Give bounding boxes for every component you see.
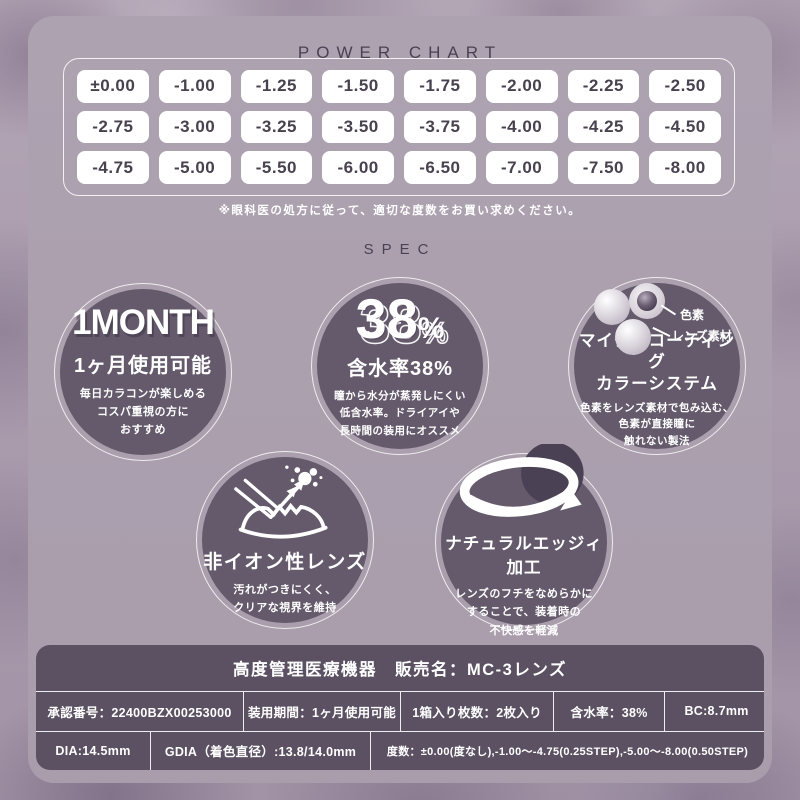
base-curve-cell: BC:8.7mm (664, 692, 764, 731)
power-value-cell: -7.00 (485, 151, 558, 184)
water-percent-headline: 38% 38% (355, 287, 450, 353)
power-value-cell: -1.00 (158, 70, 231, 103)
badge-edge-title: ナチュラルエッジィ加工 (445, 535, 603, 578)
description-line: 長時間の装用にオススメ (339, 424, 461, 437)
badge-1month-subtitle: 1ヶ月使用可能 (73, 354, 213, 377)
power-value-cell: -5.00 (158, 151, 231, 184)
pigment-label: 色素 (680, 308, 705, 322)
description-line: 瞳から水分が蒸発しにくい (334, 390, 466, 403)
lenses-per-box-cell: 1箱入り枚数：2枚入り (400, 692, 553, 731)
lens-material-ball-icon (594, 289, 630, 325)
description-line: することで、装着時の (466, 606, 582, 619)
badge-edge-fill: ナチュラルエッジィ加工 レンズのフチをなめらかに することで、装着時の 不快感を… (441, 442, 607, 637)
badge-water-content: 38% 38% 含水率38% 瞳から水分が蒸発しにくい 低含水率。ドライアイや … (311, 277, 489, 455)
power-value-cell: -4.75 (77, 151, 149, 184)
description-line: 毎日カラコンが楽しめる (79, 387, 207, 400)
description-line: 触れない製法 (623, 434, 690, 447)
badge-nonionic-title: 非イオン性レンズ (203, 551, 367, 573)
description-line: コスパ重視の方に (97, 405, 189, 418)
color-diameter-cell: GDIA（着色直径）:13.8/14.0mm (150, 731, 370, 770)
badge-nonionic: 非イオン性レンズ 汚れがつきにくく、 クリアな視界を維持 (196, 451, 374, 629)
water-percent-outline: 38% (359, 292, 449, 356)
wear-period-cell: 装用期間：1ヶ月使用可能 (243, 692, 400, 731)
power-value-cell: -4.25 (567, 110, 640, 144)
material-label: レンズ素材 (672, 329, 732, 343)
description-line: レンズのフチをなめらかに (455, 588, 593, 601)
badge-edge-description: レンズのフチをなめらかに することで、装着時の 不快感を軽減 (455, 585, 593, 639)
description-line: 色素が直接瞳に (618, 418, 696, 431)
power-value-cell: ±0.00 (77, 70, 149, 103)
badge-nonionic-description: 汚れがつきにくく、 クリアな視界を維持 (233, 581, 337, 617)
badge-coating-description: 色素をレンズ素材で包み込む、 色素が直接瞳に 触れない製法 (580, 400, 734, 449)
power-value-cell: -1.50 (322, 70, 394, 103)
title-line: カラーシステム (596, 374, 718, 393)
description-line: 色素をレンズ素材で包み込む、 (580, 402, 734, 415)
description-line: クリアな視界を維持 (233, 602, 337, 614)
power-value-cell: -7.50 (567, 151, 640, 184)
coating-balls-icon: 色素 レンズ素材 (582, 283, 732, 355)
badge-natural-edge: ナチュラルエッジィ加工 レンズのフチをなめらかに することで、装着時の 不快感を… (435, 442, 613, 637)
approval-number-cell: 承認番号：22400BZX00253000 (47, 705, 232, 720)
badge-water-fill: 38% 38% 含水率38% 瞳から水分が蒸発しにくい 低含水率。ドライアイや … (317, 283, 483, 449)
power-value-cell: -2.75 (77, 110, 149, 144)
spec-title: SPEC (363, 241, 437, 258)
badge-1month-description: 毎日カラコンが楽しめる コスパ重視の方に おすすめ (80, 385, 207, 439)
power-value-cell: -3.50 (322, 110, 394, 144)
lens-material-ball-icon (615, 319, 651, 355)
power-value-cell: -6.50 (404, 151, 476, 184)
lens-edge-icon (450, 442, 598, 530)
power-value-cell: -4.50 (649, 110, 721, 144)
power-value-cell: -4.00 (485, 110, 558, 144)
power-value-cell: -1.75 (404, 70, 476, 103)
power-value-cell: -3.25 (240, 110, 313, 144)
spec-table-header: 高度管理医療機器 販売名：MC-3レンズ (232, 661, 567, 679)
badge-coating-fill: 色素 レンズ素材 マイクロコーティング カラーシステム 色素をレンズ素材で包み込… (574, 283, 740, 449)
stain-repel-lens-icon (233, 463, 337, 547)
power-value-cell: -8.00 (649, 151, 721, 184)
badge-1month: 1MONTH 1ヶ月使用可能 毎日カラコンが楽しめる コスパ重視の方に おすすめ (54, 283, 232, 461)
infographic-panel: POWER CHART ±0.00 -1.00 -1.25 -1.50 -1.7… (28, 16, 772, 783)
spec-table-row-2: DIA:14.5mm GDIA（着色直径）:13.8/14.0mm 度数：±0.… (36, 730, 764, 770)
description-line: おすすめ (120, 424, 166, 437)
power-value-cell: -3.75 (404, 110, 476, 144)
power-value-cell: -1.25 (240, 70, 313, 103)
power-value-cell: -2.00 (485, 70, 558, 103)
spec-table-row-1: 承認番号：22400BZX00253000 装用期間：1ヶ月使用可能 1箱入り枚… (36, 691, 764, 731)
power-chart-title: POWER CHART (297, 43, 503, 62)
arrow-tip (560, 491, 582, 511)
description-line: 低含水率。ドライアイや (339, 407, 461, 420)
badge-nonionic-fill: 非イオン性レンズ 汚れがつきにくく、 クリアな視界を維持 (202, 457, 368, 623)
badge-water-subtitle: 含水率38% (346, 358, 454, 381)
pigment-pointer-line (660, 304, 677, 316)
description-line: 汚れがつきにくく、 (233, 583, 337, 596)
power-value-cell: -2.50 (649, 70, 721, 103)
power-range-cell: 度数：±0.00(度なし),-1.00～-4.75(0.25STEP),-5.0… (370, 731, 764, 770)
pigment-ball-icon (629, 283, 665, 319)
water-percent-text: 38% (355, 287, 445, 351)
badge-1month-fill: 1MONTH 1ヶ月使用可能 毎日カラコンが楽しめる コスパ重視の方に おすすめ (60, 289, 226, 455)
power-value-cell: -3.00 (158, 110, 231, 144)
description-line: 不快感を軽減 (489, 624, 559, 637)
prescription-note: ※眼科医の処方に従って、適切な度数をお買い求めください。 (218, 205, 582, 217)
water-content-cell: 含水率：38% (553, 692, 664, 731)
badge-1month-headline: 1MONTH (72, 302, 215, 342)
badge-water-description: 瞳から水分が蒸発しにくい 低含水率。ドライアイや 長時間の装用にオススメ (334, 388, 466, 440)
power-chart-box: ±0.00 -1.00 -1.25 -1.50 -1.75 -2.00 -2.2… (63, 58, 735, 196)
diameter-cell: DIA:14.5mm (55, 743, 131, 758)
badge-micro-coating: 色素 レンズ素材 マイクロコーティング カラーシステム 色素をレンズ素材で包み込… (568, 277, 746, 455)
spec-table: 高度管理医療機器 販売名：MC-3レンズ 承認番号：22400BZX002530… (36, 645, 764, 770)
power-value-cell: -5.50 (240, 151, 313, 184)
power-chart-grid: ±0.00 -1.00 -1.25 -1.50 -1.75 -2.00 -2.2… (77, 70, 721, 184)
power-value-cell: -6.00 (322, 151, 394, 184)
power-value-cell: -2.25 (567, 70, 640, 103)
splat-icon (285, 465, 323, 487)
